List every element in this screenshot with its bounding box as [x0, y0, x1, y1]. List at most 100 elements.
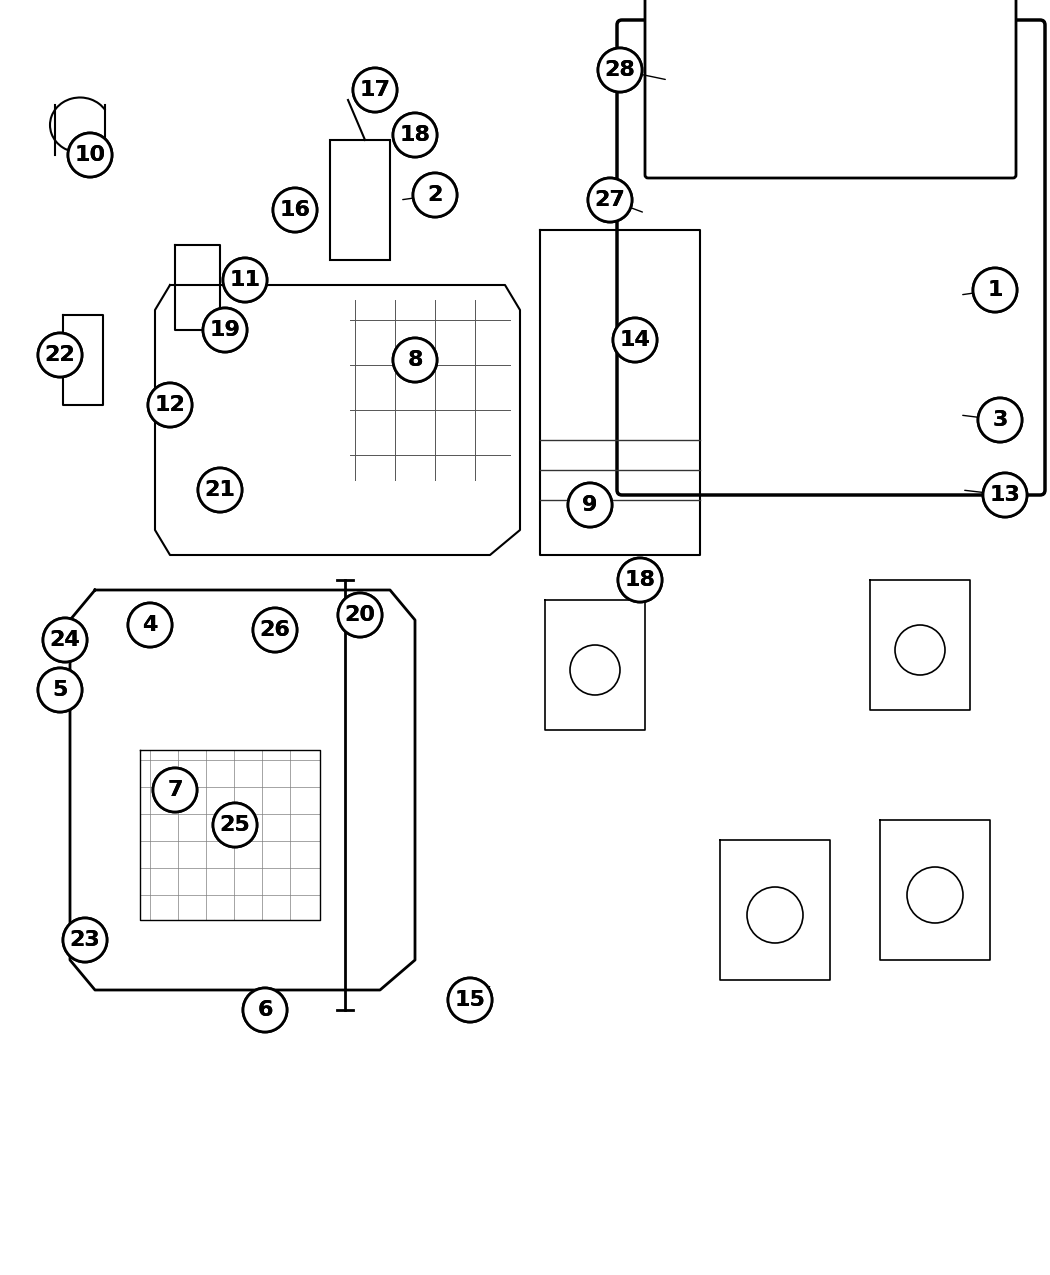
Circle shape — [43, 618, 87, 662]
Text: 16: 16 — [279, 200, 311, 221]
Circle shape — [413, 173, 457, 217]
Circle shape — [38, 668, 82, 711]
Text: 11: 11 — [230, 270, 260, 289]
Text: 17: 17 — [359, 80, 391, 99]
Circle shape — [393, 113, 437, 157]
Circle shape — [203, 309, 247, 352]
Circle shape — [203, 309, 247, 352]
Text: 7: 7 — [167, 780, 183, 799]
Text: 12: 12 — [154, 395, 186, 414]
Circle shape — [63, 918, 107, 963]
Circle shape — [588, 179, 632, 222]
Text: 17: 17 — [359, 80, 391, 99]
Circle shape — [38, 333, 82, 377]
Text: 25: 25 — [219, 815, 250, 835]
Circle shape — [338, 593, 382, 638]
Text: 22: 22 — [44, 346, 76, 365]
Circle shape — [253, 608, 297, 652]
Text: 19: 19 — [210, 320, 240, 340]
Text: 21: 21 — [205, 479, 235, 500]
Circle shape — [68, 133, 112, 177]
Text: 10: 10 — [75, 145, 106, 164]
Text: 24: 24 — [49, 630, 81, 650]
Text: 7: 7 — [167, 780, 183, 799]
Circle shape — [973, 268, 1017, 312]
Text: 1: 1 — [987, 280, 1003, 300]
Circle shape — [978, 398, 1022, 442]
Circle shape — [63, 918, 107, 963]
Text: 28: 28 — [605, 60, 635, 80]
Circle shape — [213, 803, 257, 847]
Text: 8: 8 — [407, 351, 423, 370]
Circle shape — [598, 48, 642, 92]
Text: 15: 15 — [455, 989, 485, 1010]
Circle shape — [973, 268, 1017, 312]
Circle shape — [983, 473, 1027, 516]
Circle shape — [568, 483, 612, 527]
Circle shape — [128, 603, 172, 646]
Text: 16: 16 — [279, 200, 311, 221]
Circle shape — [983, 473, 1027, 516]
FancyBboxPatch shape — [617, 20, 1045, 495]
Text: 13: 13 — [989, 484, 1021, 505]
Circle shape — [253, 608, 297, 652]
Text: 8: 8 — [407, 351, 423, 370]
Text: 5: 5 — [52, 680, 67, 700]
Text: 21: 21 — [205, 479, 235, 500]
Circle shape — [568, 483, 612, 527]
Circle shape — [613, 317, 657, 362]
Text: 1: 1 — [987, 280, 1003, 300]
Text: 18: 18 — [399, 125, 430, 145]
Circle shape — [618, 558, 662, 602]
Text: 2: 2 — [427, 185, 443, 205]
Text: 23: 23 — [69, 929, 101, 950]
Circle shape — [353, 68, 397, 112]
Text: 20: 20 — [344, 606, 376, 625]
Text: 4: 4 — [143, 615, 158, 635]
Text: 18: 18 — [625, 570, 655, 590]
Circle shape — [128, 603, 172, 646]
Text: 26: 26 — [259, 620, 291, 640]
Text: 6: 6 — [257, 1000, 273, 1020]
Circle shape — [153, 768, 197, 812]
Circle shape — [38, 333, 82, 377]
Circle shape — [393, 338, 437, 382]
Text: 3: 3 — [992, 411, 1008, 430]
Circle shape — [198, 468, 242, 513]
Circle shape — [213, 803, 257, 847]
Text: 18: 18 — [625, 570, 655, 590]
FancyBboxPatch shape — [645, 0, 1016, 179]
Circle shape — [353, 68, 397, 112]
Circle shape — [68, 133, 112, 177]
Circle shape — [895, 625, 945, 674]
Text: 22: 22 — [44, 346, 76, 365]
Circle shape — [613, 317, 657, 362]
Text: 20: 20 — [344, 606, 376, 625]
Text: 3: 3 — [992, 411, 1008, 430]
Circle shape — [393, 338, 437, 382]
Circle shape — [38, 668, 82, 711]
Circle shape — [570, 645, 620, 695]
Text: 9: 9 — [583, 495, 597, 515]
Circle shape — [273, 187, 317, 232]
Text: 28: 28 — [605, 60, 635, 80]
Text: 26: 26 — [259, 620, 291, 640]
Circle shape — [978, 398, 1022, 442]
Circle shape — [448, 978, 492, 1023]
Text: 11: 11 — [230, 270, 260, 289]
Circle shape — [618, 558, 662, 602]
Text: 12: 12 — [154, 395, 186, 414]
Text: 13: 13 — [989, 484, 1021, 505]
Circle shape — [243, 988, 287, 1031]
Circle shape — [338, 593, 382, 638]
Text: 19: 19 — [210, 320, 240, 340]
Circle shape — [148, 382, 192, 427]
Circle shape — [223, 258, 267, 302]
Text: 14: 14 — [620, 330, 650, 351]
Text: 5: 5 — [52, 680, 67, 700]
Circle shape — [588, 179, 632, 222]
Text: 6: 6 — [257, 1000, 273, 1020]
Text: 2: 2 — [427, 185, 443, 205]
Circle shape — [148, 382, 192, 427]
Circle shape — [223, 258, 267, 302]
